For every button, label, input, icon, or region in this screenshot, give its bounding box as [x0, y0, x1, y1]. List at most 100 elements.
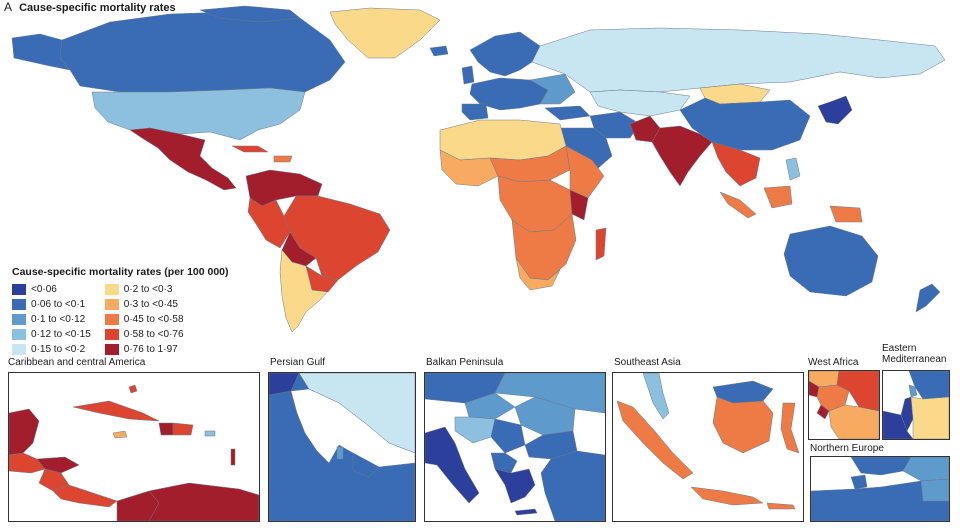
region-india [651, 125, 713, 187]
legend-label: <0·06 [31, 283, 57, 295]
legend-label: 0·12 to <0·15 [31, 328, 91, 340]
legend-label: 0·45 to <0·58 [123, 313, 184, 325]
legend-item: 0·12 to <0·15 [12, 327, 91, 341]
inset-southeast-asia [612, 372, 804, 522]
legend-swatch [104, 328, 119, 340]
region-venezuela [148, 482, 259, 521]
region-italy [425, 426, 480, 504]
region-mexico-east [9, 408, 40, 456]
region-australia [783, 225, 879, 297]
region-uae [352, 452, 380, 478]
region-east-africa [569, 189, 589, 221]
region-qatar [336, 446, 344, 460]
region-iceland [429, 45, 449, 57]
region-canada-islands [199, 5, 301, 23]
inset-balkan-map [425, 373, 605, 521]
region-argentina-east [305, 265, 339, 293]
region-mexico [129, 127, 237, 191]
legend-item: 0·76 to 1·97 [104, 342, 184, 356]
region-hungary [464, 392, 516, 420]
region-bali-islands [766, 502, 796, 510]
region-turkey [544, 105, 591, 121]
legend-label: 0·58 to <0·76 [123, 328, 184, 340]
panel-title: A Cause-specific mortality rates [4, 0, 176, 14]
region-philippines [785, 157, 801, 181]
region-serbia [490, 418, 526, 454]
inset-northern-europe [810, 456, 950, 522]
inset-west-africa-map [809, 371, 879, 439]
region-madagascar [595, 227, 607, 261]
inset-caribbean [8, 372, 260, 522]
region-guatemala [9, 452, 46, 474]
region-lebanon [908, 384, 918, 398]
region-cuba [231, 145, 269, 153]
region-sumatra [616, 400, 694, 480]
region-north-africa [439, 119, 567, 161]
region-albania-macedonia [490, 452, 518, 474]
region-liberia-ivory [828, 404, 879, 439]
legend-item: 0·3 to <0·45 [104, 297, 184, 311]
legend-item: 0·06 to <0·1 [12, 297, 91, 311]
legend-label: 0·06 to <0·1 [31, 298, 86, 310]
region-turkey [540, 450, 605, 521]
region-korea-japan [817, 95, 853, 125]
region-west-africa [439, 149, 499, 187]
legend-swatch [12, 313, 26, 325]
region-lesser-antilles [230, 448, 236, 466]
region-scandinavia [850, 457, 912, 476]
region-indonesia-sumatra [719, 191, 757, 219]
legend-item: 0·58 to <0·76 [104, 327, 184, 341]
region-jordan [910, 396, 949, 439]
region-croatia-bosnia [454, 416, 496, 444]
region-greece [494, 468, 536, 504]
legend-label: 0·3 to <0·45 [123, 298, 178, 310]
inset-label-balkan: Balkan Peninsula [426, 357, 504, 368]
region-crete [514, 508, 538, 516]
inset-eastern-med-map [883, 371, 949, 439]
legend-label: 0·76 to 1·97 [123, 343, 178, 355]
inset-persian-gulf [268, 372, 416, 522]
region-south-africa [515, 257, 561, 291]
region-sierra-leone [816, 404, 830, 420]
region-indonesia-borneo [763, 185, 793, 209]
inset-label-southeast-asia: Southeast Asia [614, 357, 681, 368]
region-png [829, 205, 863, 223]
region-canada [59, 11, 346, 93]
region-haiti [158, 422, 174, 436]
legend-swatch [104, 313, 119, 325]
region-iberia [461, 103, 489, 121]
panel-letter: A [4, 0, 13, 14]
legend-item: 0·15 to <0·2 [12, 342, 91, 356]
legend-swatch [104, 298, 119, 310]
inset-west-africa [808, 370, 880, 440]
legend-column-left: <0·06 0·06 to <0·1 0·1 to <0·12 0·12 to … [12, 282, 91, 356]
region-denmark [850, 474, 868, 490]
inset-label-caribbean: Caribbean and central America [8, 357, 146, 368]
region-hispaniola [273, 155, 293, 163]
region-peru [247, 197, 291, 249]
region-costa-rica-panama [52, 484, 118, 508]
legend-column-right: 0·2 to <0·3 0·3 to <0·45 0·45 to <0·58 0… [104, 282, 184, 356]
legend-label: 0·1 to <0·12 [31, 313, 86, 325]
region-usa [91, 87, 306, 141]
legend-swatch [12, 298, 26, 310]
legend-swatch [104, 283, 119, 295]
legend-swatch [12, 343, 26, 355]
inset-caribbean-map [9, 384, 259, 521]
region-new-zealand [915, 283, 941, 313]
legend-swatch [12, 283, 26, 295]
region-java [690, 486, 764, 506]
region-bahamas [128, 384, 138, 394]
region-greenland [329, 7, 441, 59]
inset-balkan [424, 372, 606, 522]
legend-title: Cause-specific mortality rates (per 100 … [12, 266, 229, 278]
region-uk [461, 65, 475, 85]
region-jamaica [112, 430, 128, 439]
region-russia [531, 27, 946, 93]
inset-northern-europe-map [811, 457, 949, 521]
legend-item: <0·06 [12, 282, 91, 296]
inset-persian-gulf-map [269, 373, 415, 521]
inset-southeast-asia-map [616, 373, 800, 510]
region-egypt [883, 410, 914, 439]
legend-label: 0·2 to <0·3 [123, 283, 173, 295]
